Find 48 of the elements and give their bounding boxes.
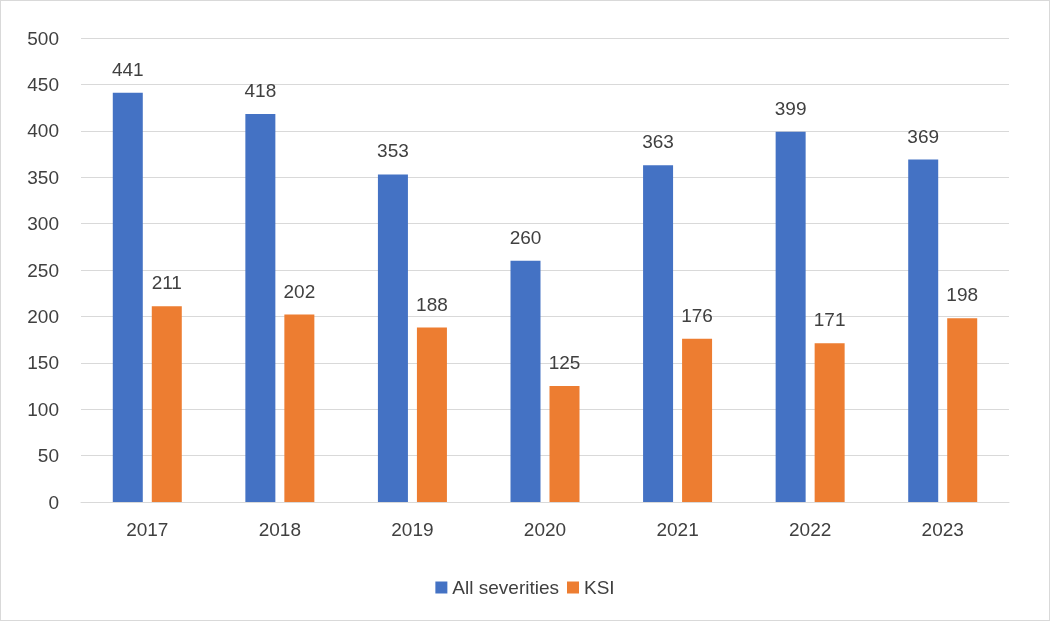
data-label: 418 <box>244 80 277 102</box>
y-tick-label: 250 <box>27 259 59 281</box>
data-label: 211 <box>151 272 182 294</box>
data-label: 369 <box>907 125 940 147</box>
bar <box>416 327 447 502</box>
bar <box>112 92 143 502</box>
data-label: 198 <box>946 284 979 306</box>
bar <box>510 260 541 502</box>
y-tick-label: 450 <box>27 73 59 95</box>
y-tick-label: 300 <box>27 213 59 235</box>
legend-label: All severities <box>452 577 560 598</box>
bar <box>775 131 806 502</box>
y-tick-label: 350 <box>27 166 59 188</box>
data-label: 260 <box>509 226 542 248</box>
bar <box>245 114 276 502</box>
data-label: 399 <box>774 97 807 119</box>
data-label: 188 <box>416 293 448 315</box>
x-tick-label: 2020 <box>523 519 567 540</box>
bar <box>947 318 978 502</box>
data-label: 441 <box>111 58 144 80</box>
data-label: 125 <box>548 352 581 373</box>
y-tick-label: 200 <box>27 305 59 327</box>
y-tick-label: 0 <box>48 491 59 513</box>
y-tick-label: 100 <box>27 398 59 420</box>
y-tick-label: 150 <box>27 352 59 374</box>
x-tick-label: 2021 <box>656 519 699 540</box>
data-label: 202 <box>283 280 316 302</box>
data-label: 363 <box>642 131 674 153</box>
y-tick-label: 400 <box>27 120 59 142</box>
bar <box>814 343 845 502</box>
data-label: 353 <box>377 140 409 162</box>
bar <box>643 165 674 502</box>
data-label: 171 <box>813 309 846 331</box>
legend-label: KSI <box>584 577 615 598</box>
data-label: 176 <box>681 304 713 326</box>
x-tick-label: 2018 <box>258 519 301 540</box>
bar <box>908 159 939 502</box>
y-tick-label: 50 <box>37 445 59 467</box>
bar <box>682 338 713 502</box>
bar <box>284 314 315 502</box>
y-tick-label: 500 <box>27 27 59 49</box>
x-tick-label: 2022 <box>789 519 832 540</box>
x-tick-label: 2023 <box>921 519 964 540</box>
bar <box>377 174 408 502</box>
bar <box>549 386 580 502</box>
x-tick-label: 2019 <box>391 519 434 540</box>
bar <box>151 306 182 502</box>
x-tick-label: 2017 <box>126 519 169 540</box>
